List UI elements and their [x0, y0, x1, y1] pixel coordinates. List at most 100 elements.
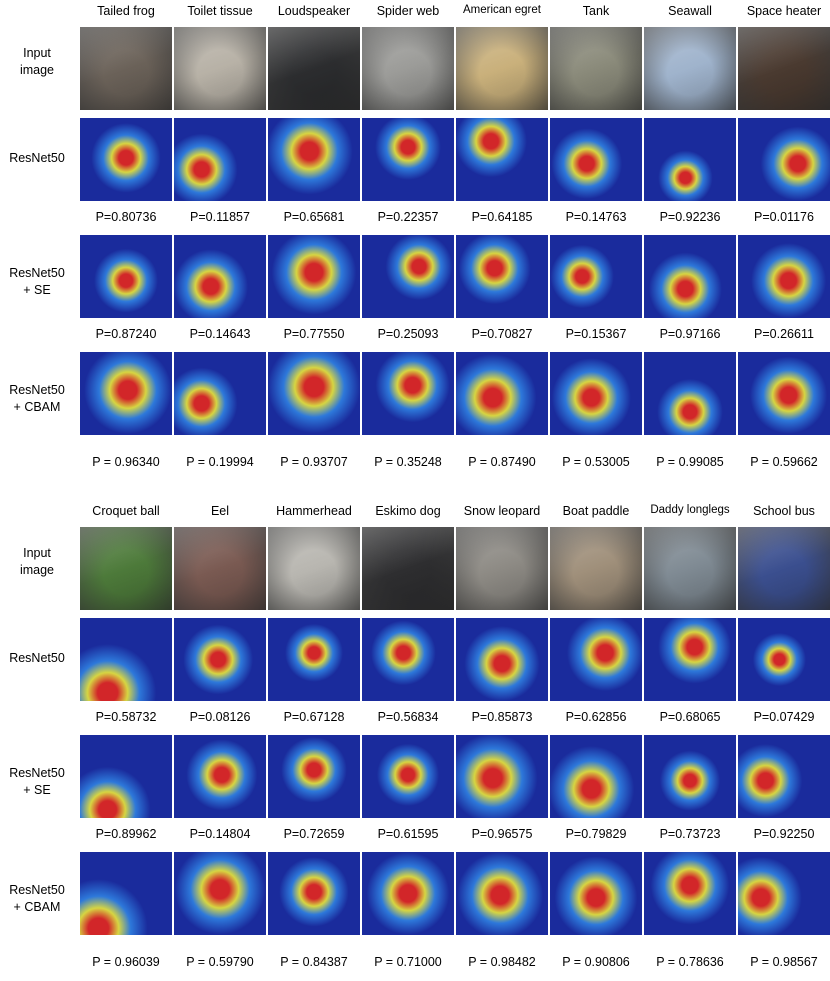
input-image [362, 527, 454, 610]
attention-heatmap [738, 618, 830, 701]
attention-heatmap [268, 235, 360, 318]
heat-overlay [644, 352, 736, 435]
attention-heatmap [550, 852, 642, 935]
probability-score: P=0.89962 [95, 827, 157, 841]
attention-heatmap [550, 352, 642, 435]
heat-overlay [738, 235, 830, 318]
photo [362, 27, 454, 110]
column-header-loudspeaker: Loudspeaker [277, 4, 351, 18]
attention-heatmap [456, 352, 548, 435]
heat-overlay [362, 852, 454, 935]
heat-overlay [738, 352, 830, 435]
heat-overlay [268, 118, 360, 201]
heat-overlay [80, 235, 172, 318]
column-header-eskimo-dog: Eskimo dog [375, 504, 441, 518]
column-header-hammerhead: Hammerhead [276, 504, 352, 518]
row-label: ResNet50 + SE [9, 766, 65, 797]
row-label: ResNet50 [9, 151, 65, 165]
column-header-spider-web: Spider web [376, 4, 440, 18]
probability-score: P=0.72659 [283, 827, 345, 841]
probability-score: P=0.80736 [95, 210, 157, 224]
attention-heatmap [362, 118, 454, 201]
attention-heatmap [174, 735, 266, 818]
attention-heatmap [268, 735, 360, 818]
probability-score: P = 0.19994 [186, 455, 254, 469]
probability-score: P=0.70827 [471, 327, 533, 341]
probability-score: P = 0.87490 [468, 455, 536, 469]
probability-score: P=0.01176 [754, 210, 814, 224]
photo [80, 527, 172, 610]
attention-heatmap [80, 352, 172, 435]
probability-score: P=0.07429 [753, 710, 815, 724]
probability-score: P=0.79829 [565, 827, 627, 841]
probability-score: P=0.77550 [283, 327, 345, 341]
heat-overlay [362, 618, 454, 701]
photo [550, 27, 642, 110]
probability-score: P=0.15367 [565, 327, 627, 341]
attention-heatmap [644, 618, 736, 701]
heat-overlay [644, 235, 736, 318]
attention-heatmap [456, 235, 548, 318]
probability-score: P = 0.98567 [750, 955, 818, 969]
heat-overlay [456, 352, 548, 435]
heat-overlay [644, 735, 736, 818]
input-image [174, 27, 266, 110]
attention-heatmap [80, 735, 172, 818]
input-image [550, 527, 642, 610]
column-header-space-heater: Space heater [746, 4, 822, 18]
probability-score: P = 0.96039 [92, 955, 160, 969]
input-image [362, 27, 454, 110]
input-image [268, 27, 360, 110]
column-header-school-bus: School bus [753, 504, 815, 518]
probability-score: P = 0.96340 [92, 455, 160, 469]
heat-overlay [738, 118, 830, 201]
row-label: Input image [19, 46, 55, 77]
attention-heatmap [738, 118, 830, 201]
heat-overlay [362, 352, 454, 435]
attention-heatmap [80, 235, 172, 318]
heat-overlay [80, 852, 172, 935]
heat-overlay [550, 118, 642, 201]
heat-overlay [174, 235, 266, 318]
row-label: ResNet50 [9, 651, 65, 665]
column-header-eel: Eel [210, 504, 230, 518]
probability-score: P=0.92250 [753, 827, 815, 841]
attention-heatmap [268, 618, 360, 701]
input-image [80, 527, 172, 610]
probability-score: P = 0.53005 [562, 455, 630, 469]
probability-score: P=0.85873 [471, 710, 533, 724]
photo [644, 527, 736, 610]
heat-overlay [362, 735, 454, 818]
probability-score: P=0.92236 [659, 210, 721, 224]
heat-overlay [268, 852, 360, 935]
heat-overlay [268, 352, 360, 435]
column-header-snow-leopard: Snow leopard [463, 504, 541, 518]
column-header-seawall: Seawall [668, 4, 712, 18]
attention-heatmap [268, 352, 360, 435]
probability-score: P=0.67128 [283, 710, 345, 724]
photo [174, 527, 266, 610]
probability-score: P=0.64185 [471, 210, 533, 224]
input-image [456, 27, 548, 110]
attention-heatmap [174, 352, 266, 435]
attention-heatmap [644, 852, 736, 935]
heat-overlay [268, 618, 360, 701]
probability-score: P=0.26611 [754, 327, 814, 341]
probability-score: P=0.14804 [189, 827, 251, 841]
attention-heatmap [362, 235, 454, 318]
row-label: ResNet50 + CBAM [9, 383, 65, 414]
input-image [738, 27, 830, 110]
attention-heatmap [362, 618, 454, 701]
heat-overlay [456, 235, 548, 318]
heat-overlay [550, 235, 642, 318]
attention-heatmap [738, 735, 830, 818]
input-image [550, 27, 642, 110]
photo [738, 527, 830, 610]
attention-heatmap [80, 852, 172, 935]
attention-heatmap [362, 352, 454, 435]
probability-score: P = 0.35248 [374, 455, 442, 469]
probability-score: P = 0.84387 [280, 955, 348, 969]
attention-heatmap [362, 735, 454, 818]
attention-heatmap [362, 852, 454, 935]
probability-score: P = 0.59790 [186, 955, 254, 969]
